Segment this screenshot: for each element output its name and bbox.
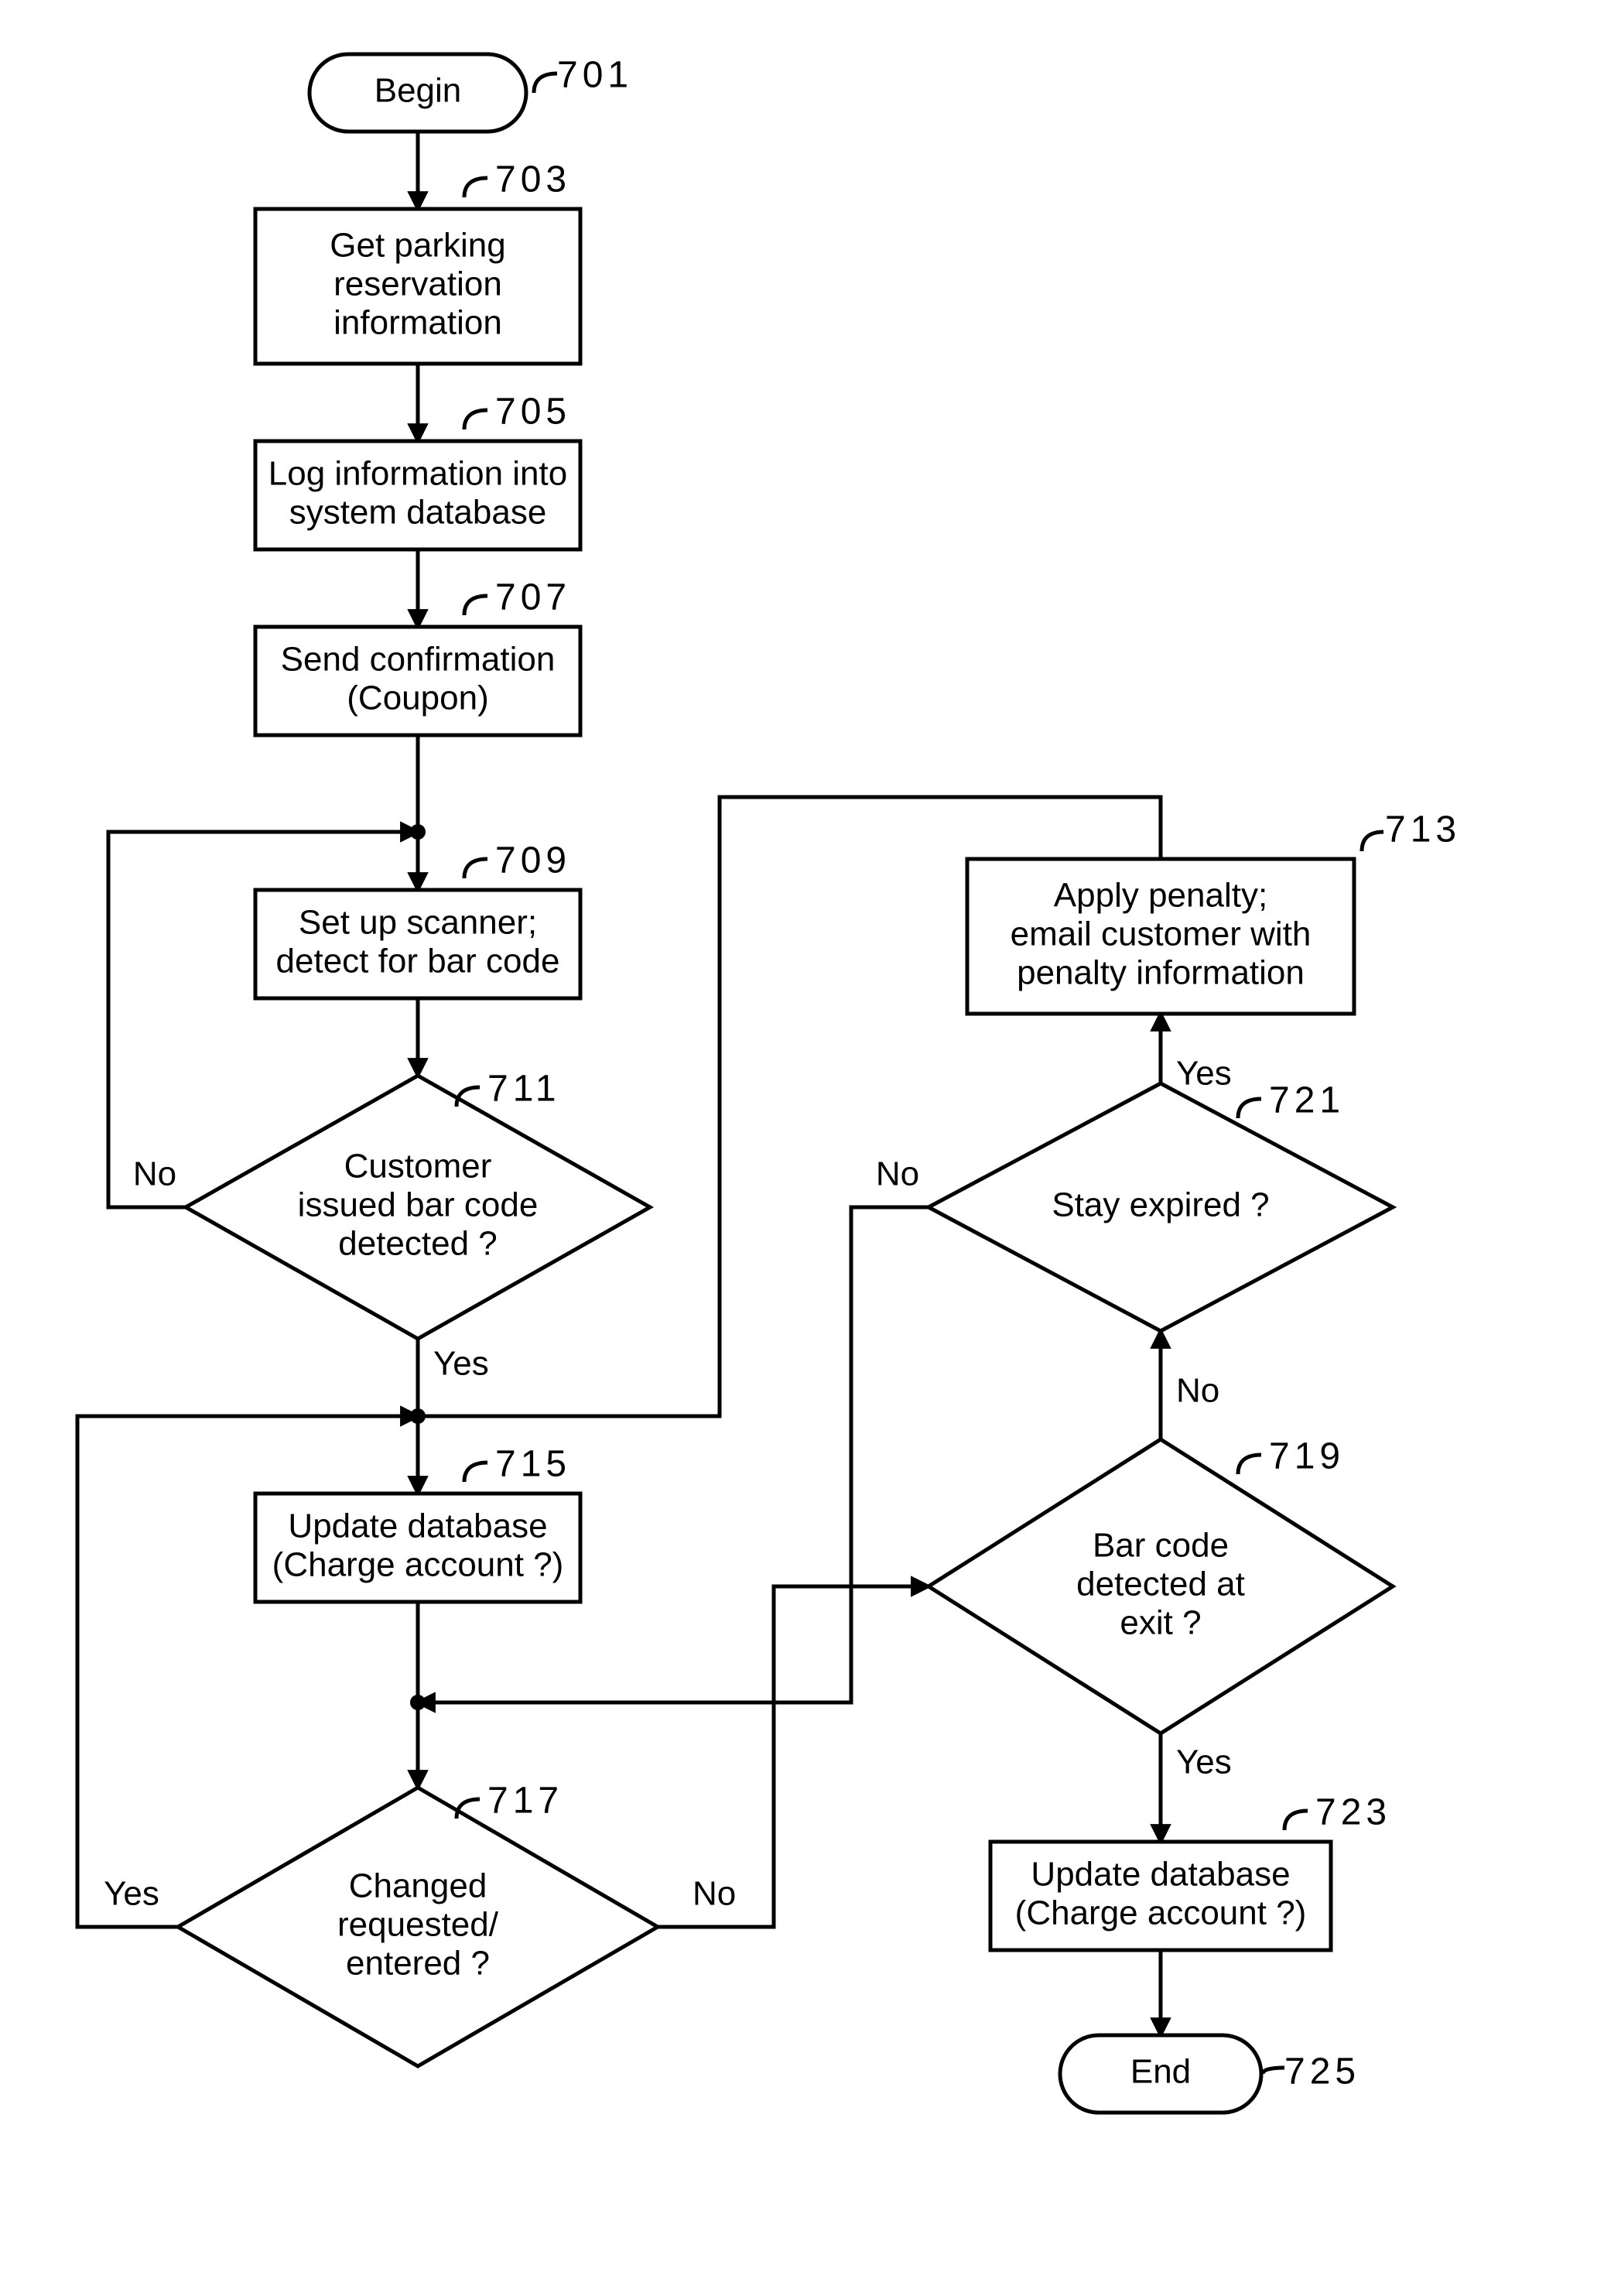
ref-number: 725 — [1284, 2051, 1360, 2092]
node-text: exit ? — [1120, 1604, 1201, 1642]
node-text: issued bar code — [298, 1186, 539, 1224]
ref-leader — [534, 74, 557, 93]
ref-leader — [1263, 2068, 1284, 2074]
node-text: penalty information — [1017, 954, 1305, 992]
node-n721: Stay expired ? 721 — [929, 1080, 1393, 1331]
edge-label: No — [876, 1155, 919, 1193]
ref-number: 703 — [495, 159, 571, 200]
ref-leader — [464, 178, 487, 197]
node-text: email customer with — [1011, 915, 1312, 953]
node-text: Update database — [1031, 1856, 1290, 1894]
node-text: Customer — [344, 1148, 492, 1186]
node-text: entered ? — [346, 1945, 490, 1983]
edge-label: No — [1176, 1372, 1219, 1410]
edges: Yes No Yes No No Yes Yes No — [77, 132, 1232, 2035]
ref-number: 713 — [1385, 809, 1461, 850]
node-text: End — [1130, 2053, 1191, 2091]
node-n723: Update database(Charge account ?) 723 — [990, 1792, 1391, 1950]
node-n711: Customerissued bar codedetected ? 711 — [186, 1069, 650, 1339]
ref-number: 709 — [495, 840, 571, 881]
node-text: Get parking — [330, 227, 505, 265]
node-text: Bar code — [1093, 1527, 1229, 1565]
nodes: Begin 701 Get parkingreservationinformatio… — [178, 54, 1461, 2113]
edge-label: Yes — [104, 1875, 159, 1913]
edge-label: No — [693, 1875, 736, 1913]
ref-leader — [464, 596, 487, 615]
node-text: Stay expired ? — [1052, 1186, 1269, 1224]
ref-number: 705 — [495, 392, 571, 433]
ref-leader — [464, 1463, 487, 1482]
node-text: Begin — [374, 72, 462, 110]
node-n725: End 725 — [1060, 2035, 1360, 2113]
node-n717: Changedrequested/entered ? 717 — [178, 1781, 658, 2066]
node-text: (Coupon) — [347, 679, 488, 717]
edge-label: Yes — [1176, 1055, 1232, 1093]
node-n719: Bar codedetected atexit ? 719 — [929, 1436, 1393, 1733]
node-n713: Apply penalty;email customer withpenalty… — [967, 809, 1461, 1014]
node-text: detect for bar code — [276, 943, 560, 980]
ref-leader — [464, 410, 487, 429]
ref-leader — [1362, 832, 1383, 851]
node-text: Log information into — [268, 455, 567, 493]
ref-number: 721 — [1269, 1080, 1345, 1121]
ref-number: 701 — [557, 55, 633, 96]
ref-number: 715 — [495, 1444, 571, 1485]
ref-number: 707 — [495, 577, 571, 618]
node-text: Apply penalty; — [1054, 877, 1267, 915]
edge-label: No — [133, 1155, 176, 1193]
node-text: (Charge account ?) — [1015, 1894, 1307, 1932]
node-text: Update database — [288, 1507, 547, 1545]
node-text: detected ? — [338, 1225, 498, 1263]
node-text: detected at — [1076, 1565, 1245, 1603]
ref-number: 711 — [487, 1069, 561, 1110]
ref-leader — [1238, 1099, 1261, 1118]
node-text: Send confirmation — [281, 641, 556, 679]
edge-label: Yes — [433, 1345, 489, 1383]
ref-leader — [1284, 1811, 1308, 1830]
ref-number: 719 — [1269, 1436, 1345, 1477]
node-text: (Charge account ?) — [272, 1546, 564, 1584]
ref-leader — [464, 859, 487, 878]
node-text: requested/ — [337, 1906, 499, 1944]
node-text: information — [333, 304, 502, 342]
node-text: Set up scanner; — [299, 904, 537, 942]
ref-number: 717 — [487, 1781, 563, 1822]
node-text: system database — [289, 494, 547, 532]
node-n701: Begin 701 — [310, 54, 633, 132]
node-text: reservation — [333, 265, 502, 303]
ref-leader — [1238, 1455, 1261, 1474]
edge-label: Yes — [1176, 1743, 1232, 1781]
node-text: Changed — [349, 1867, 487, 1905]
ref-number: 723 — [1315, 1792, 1391, 1833]
